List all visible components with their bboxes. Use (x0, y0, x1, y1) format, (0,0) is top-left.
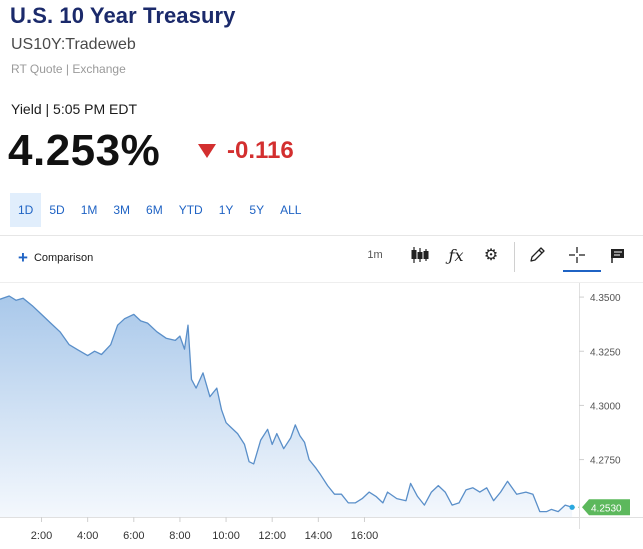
last-price-dot (569, 504, 575, 510)
range-tab-5y[interactable]: 5Y (249, 203, 265, 217)
y-tick-label: 4.3250 (590, 347, 621, 358)
fx-glyph: ƒx (448, 245, 464, 265)
down-triangle-icon (198, 144, 216, 158)
x-tick-label: 6:00 (123, 530, 144, 542)
change-value: -0.116 (227, 137, 294, 164)
x-tick-label: 12:00 (258, 530, 286, 542)
y-tick-label: 4.3000 (590, 401, 621, 412)
annotation-flag-icon[interactable] (607, 243, 629, 267)
range-tab-ytd[interactable]: YTD (178, 203, 203, 217)
x-tick-label: 14:00 (305, 530, 333, 542)
interval-button[interactable]: 1m (367, 249, 383, 261)
yield-change: -0.116 (198, 137, 294, 165)
crosshair-icon[interactable] (565, 243, 589, 267)
x-tick-label: 8:00 (169, 530, 190, 542)
yield-area-fill (0, 296, 573, 517)
comparison-label: Comparison (33, 252, 94, 264)
add-comparison-button[interactable]: + Comparison (18, 248, 94, 267)
yield-line (0, 295, 573, 513)
range-tab-all[interactable]: ALL (280, 203, 302, 217)
security-symbol: US10Y:Tradeweb (11, 36, 136, 53)
active-tool-indicator (563, 270, 601, 272)
yield-value: 4.253% (8, 126, 161, 175)
last-price-tag (582, 499, 630, 516)
range-tab-5d[interactable]: 5D (49, 203, 65, 217)
range-tab-1y[interactable]: 1Y (218, 203, 234, 217)
x-tick-label: 10:00 (212, 530, 240, 542)
last-price-label: 4.2530 (591, 503, 622, 514)
y-tick-label: 4.3500 (590, 293, 621, 304)
x-tick-label: 16:00 (351, 530, 379, 542)
range-tab-6m[interactable]: 6M (146, 203, 163, 217)
yield-timestamp-label: Yield | 5:05 PM EDT (11, 101, 138, 117)
chart-divider (0, 282, 643, 283)
gear-icon[interactable]: ⚙ (483, 247, 499, 264)
plus-icon: + (18, 248, 28, 267)
range-tab-1m[interactable]: 1M (80, 203, 98, 217)
yield-chart[interactable]: 4.3500 4.3250 4.3000 4.2750 2:00 4:00 6:00 8:00… (0, 283, 643, 549)
security-title: U.S. 10 Year Treasury (10, 3, 236, 28)
time-range-selector: 1D 5D 1M 3M 6M YTD 1Y 5Y ALL (10, 193, 309, 227)
x-tick-label: 4:00 (77, 530, 98, 542)
toolbar-divider (514, 242, 515, 272)
divider (0, 235, 643, 236)
pencil-icon[interactable] (525, 243, 549, 267)
candlestick-icon[interactable] (408, 243, 432, 267)
range-tab-3m[interactable]: 3M (113, 203, 131, 217)
range-tab-1d[interactable]: 1D (10, 193, 42, 227)
quote-source: RT Quote | Exchange (11, 62, 126, 76)
x-tick-label: 2:00 (31, 530, 52, 542)
fx-icon[interactable]: ƒx (444, 243, 468, 267)
y-tick-label: 4.2750 (590, 456, 621, 467)
